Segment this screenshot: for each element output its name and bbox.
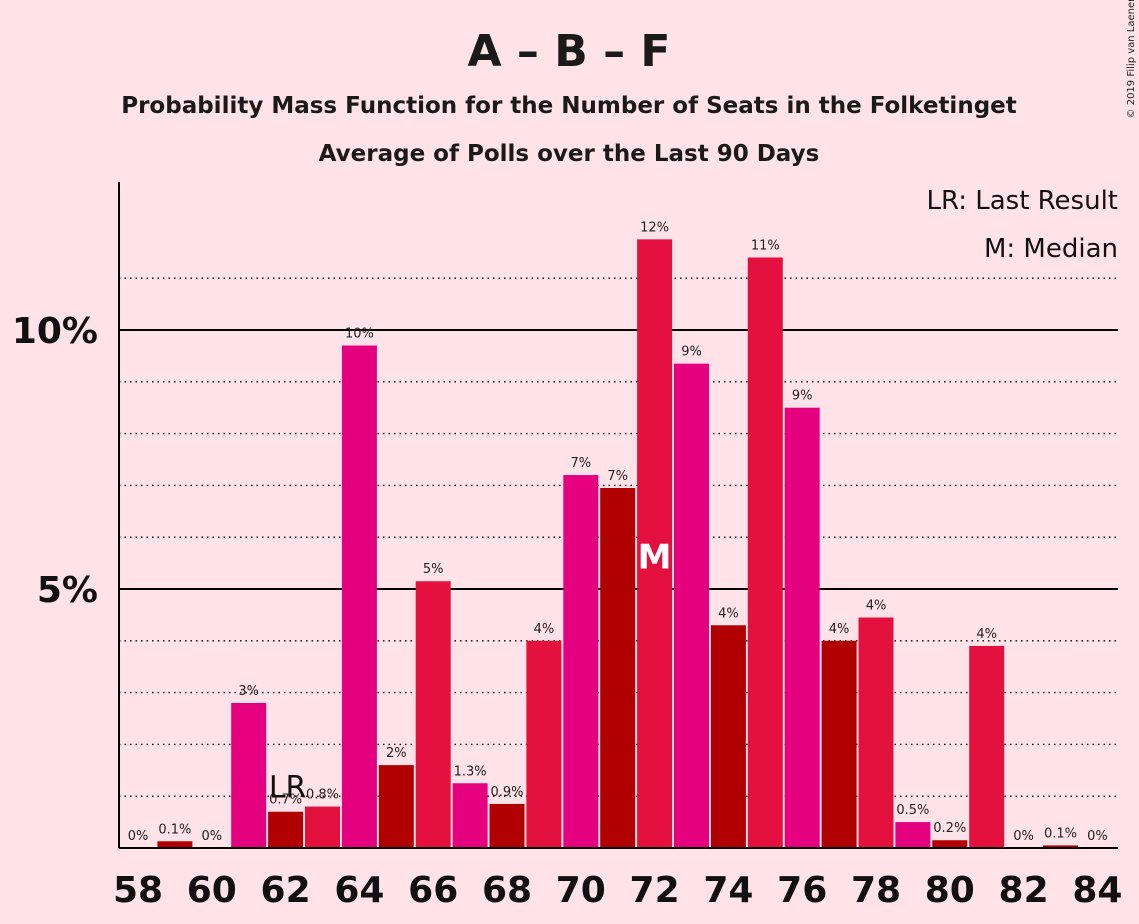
y-tick-label: 10% <box>12 311 98 352</box>
x-tick-label: 68 <box>482 870 532 911</box>
x-tick-label: 76 <box>777 870 827 911</box>
bar-value-label: 9% <box>681 345 702 360</box>
bar-seat-63 <box>305 806 340 848</box>
x-tick-label: 72 <box>630 870 680 911</box>
axes: 5% 10% 58 60 62 64 66 68 70 72 74 76 78 80 82 84 <box>12 182 1122 911</box>
x-tick-label: 60 <box>187 870 237 911</box>
bar-value-label: 4% <box>718 606 739 621</box>
x-tick-label: 64 <box>334 870 384 911</box>
bar-value-label: 10% <box>345 327 374 342</box>
bar-value-label: 4% <box>829 622 850 637</box>
chart-subtitle-1: Probability Mass Function for the Number… <box>121 93 1017 119</box>
bar-seat-75 <box>747 257 783 849</box>
bar-value-label: 5% <box>423 562 444 577</box>
bar-seat-66 <box>415 581 451 848</box>
bar-seat-73 <box>674 363 709 848</box>
bar-value-label: 1.3% <box>454 764 487 779</box>
bar-seat-76 <box>784 407 820 848</box>
bar-value-label: 0% <box>201 829 222 844</box>
legend-median: M: Median <box>984 234 1118 264</box>
x-tick-label: 74 <box>703 870 753 911</box>
bar-value-label: 0% <box>1013 829 1034 844</box>
bar-labels: 0% 0.1% 0% 3% 0.7% 0.8% 10% 2% 5% 1.3%0.9% 4% 7% 7% 1… <box>128 220 1108 844</box>
bar-value-label: 12% <box>640 220 669 235</box>
bar-seat-68 <box>489 803 525 848</box>
bar-value-label: 3% <box>238 684 259 699</box>
bar-value-label: 4% <box>534 622 555 637</box>
bar-value-label: 2% <box>386 746 407 761</box>
x-tick-label: 80 <box>925 870 975 911</box>
chart-subtitle-2: Average of Polls over the Last 90 Days <box>319 141 820 167</box>
bar-value-label: 0% <box>1087 829 1108 844</box>
bar-value-label: 7% <box>607 469 628 484</box>
bar-seat-79 <box>895 822 931 848</box>
bar-value-label: 0.1% <box>1044 826 1077 841</box>
bar-seat-77 <box>821 640 857 848</box>
bar-seat-83 <box>1043 845 1078 848</box>
bar-seat-65 <box>378 765 414 848</box>
bar-value-label: 7% <box>570 456 591 471</box>
bar-seat-71 <box>600 487 636 848</box>
bar-seat-64 <box>341 345 377 848</box>
bar-value-label: 4% <box>866 598 887 613</box>
x-tick-label: 58 <box>113 870 163 911</box>
bar-seat-70 <box>563 475 599 848</box>
bar-seat-80 <box>932 840 968 848</box>
x-tick-label: 78 <box>851 870 901 911</box>
bar-value-label: 4% <box>976 627 997 642</box>
median-marker: M <box>638 537 672 577</box>
bar-seat-81 <box>969 645 1005 848</box>
bar-seat-67 <box>452 783 488 848</box>
bar-value-label: 11% <box>751 238 780 253</box>
bar-value-label: 0.2% <box>933 821 966 836</box>
bar-value-label: 9% <box>792 389 813 404</box>
bar-value-label: 0% <box>128 829 149 844</box>
x-tick-label: 62 <box>261 870 311 911</box>
chart-title: A – B – F <box>468 26 671 77</box>
bar-value-label: 0.8% <box>306 788 339 803</box>
bar-value-label: 0.9% <box>490 785 523 800</box>
bar-value-label: 0.5% <box>896 803 929 818</box>
y-tick-label: 5% <box>37 570 98 611</box>
bar-seat-78 <box>858 617 894 848</box>
bars <box>157 239 1078 849</box>
bar-seat-62 <box>268 811 304 848</box>
copyright-note: © 2019 Filip van Laenen <box>1126 0 1137 118</box>
bar-seat-61 <box>231 702 267 848</box>
bar-seat-72 <box>637 239 673 849</box>
bar-seat-74 <box>710 625 746 848</box>
legend-last-result: LR: Last Result <box>926 186 1118 216</box>
last-result-marker: LR <box>269 771 307 806</box>
bar-value-label: 0.1% <box>158 822 191 837</box>
x-tick-label: 66 <box>408 870 458 911</box>
x-tick-label: 84 <box>1072 870 1122 911</box>
grid <box>119 277 1118 797</box>
x-tick-label: 82 <box>999 870 1049 911</box>
x-tick-label: 70 <box>556 870 606 911</box>
bar-seat-69 <box>526 640 562 848</box>
bar-value-label: 0.7% <box>269 793 302 808</box>
bar-seat-59 <box>157 841 193 848</box>
